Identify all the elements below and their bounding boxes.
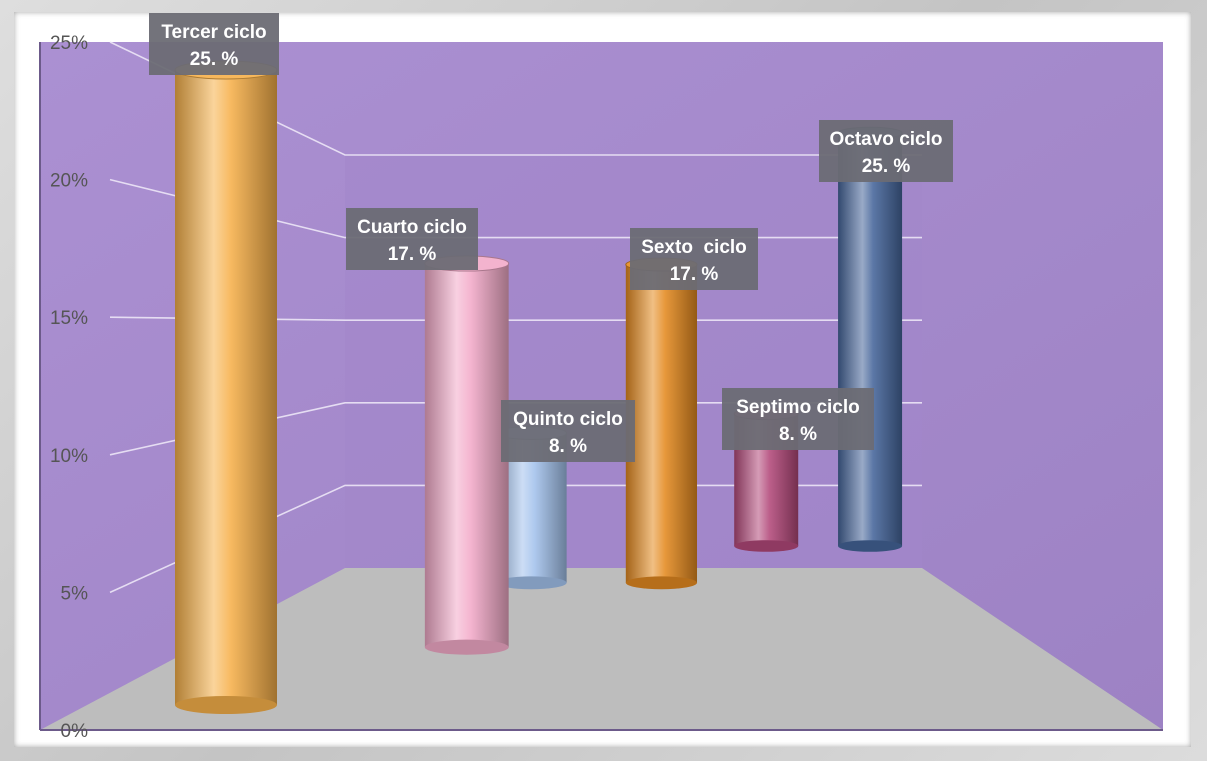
data-label-1: Tercer ciclo 25. % [149, 13, 279, 75]
data-label-5: Septimo ciclo 8. % [722, 388, 874, 450]
bar-body [625, 264, 698, 583]
data-label-box [346, 208, 478, 270]
bar-1 [174, 60, 278, 714]
bar-base [734, 540, 799, 552]
y-tick-label: 10% [50, 446, 88, 467]
y-tick-label: 15% [50, 308, 88, 329]
data-labels: Tercer ciclo 25. % Cuarto ciclo 17. % Quinto… [149, 13, 953, 462]
data-label-name: Sexto ciclo [641, 237, 747, 258]
data-label-name: Cuarto ciclo [357, 217, 467, 238]
bar-base [424, 639, 509, 655]
bar-2 [424, 255, 510, 655]
data-label-box [501, 400, 635, 462]
data-label-value: 17. % [670, 264, 719, 285]
bar-body [838, 133, 903, 546]
y-tick-label: 20% [50, 171, 88, 192]
bar-base [838, 540, 903, 552]
data-label-6: Octavo ciclo 25. % [819, 120, 953, 182]
data-label-4: Sexto ciclo 17. % [630, 228, 758, 290]
plot-floor [40, 568, 1163, 730]
data-label-value: 25. % [190, 49, 239, 70]
bars [174, 60, 903, 714]
data-label-box [149, 13, 279, 75]
data-label-value: 17. % [388, 244, 437, 265]
y-tick-label: 5% [61, 583, 89, 604]
bar-base [495, 576, 567, 590]
data-label-3: Quinto ciclo 8. % [501, 400, 635, 462]
data-label-box [819, 120, 953, 182]
y-tick-label: 25% [50, 33, 88, 54]
data-label-name: Quinto ciclo [513, 409, 623, 430]
bar-6 [837, 126, 903, 552]
data-label-value: 25. % [862, 156, 911, 177]
data-label-name: Septimo ciclo [736, 397, 860, 418]
data-label-box [722, 388, 874, 450]
data-label-value: 8. % [549, 436, 587, 457]
y-tick-label: 0% [61, 721, 89, 742]
bar-body [424, 263, 509, 648]
bar-body [175, 70, 277, 705]
bar-4 [625, 257, 698, 590]
data-label-name: Octavo ciclo [830, 129, 943, 150]
data-label-box [630, 228, 758, 290]
y-axis: 0% 5% 10% 15% 20% 25% [50, 33, 88, 742]
data-label-2: Cuarto ciclo 17. % [346, 208, 478, 270]
bar-base [175, 696, 277, 714]
data-label-value: 8. % [779, 424, 817, 445]
bar-base [625, 576, 698, 590]
data-label-name: Tercer ciclo [161, 22, 266, 43]
